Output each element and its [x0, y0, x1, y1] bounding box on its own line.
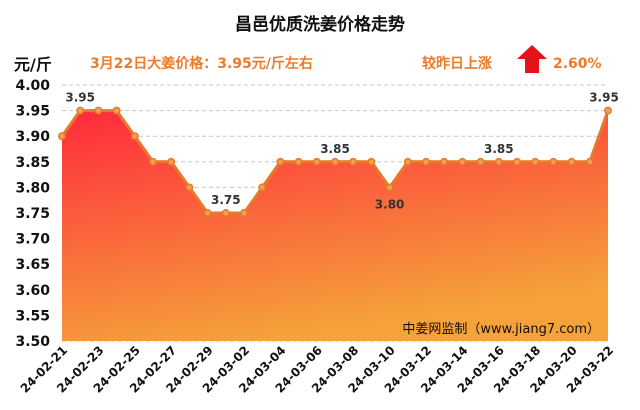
data-point [312, 157, 321, 166]
y-tick-label: 3.60 [15, 283, 50, 299]
y-tick-label: 3.75 [15, 206, 50, 222]
data-point [422, 157, 430, 166]
data-point [458, 157, 467, 166]
y-tick-label: 3.80 [15, 180, 50, 196]
data-label: 3.85 [484, 142, 514, 156]
data-label: 3.95 [589, 91, 619, 105]
y-unit-label: 元/斤 [14, 55, 52, 74]
data-point [494, 157, 503, 166]
data-point [203, 209, 212, 217]
data-labels: 3.95 3.75 3.85 3.80 3.85 3.95 [65, 91, 618, 212]
change-value: 2.60% [553, 56, 602, 72]
y-tick-label: 4.00 [15, 78, 50, 94]
data-point [604, 106, 612, 115]
data-label: 3.95 [65, 91, 95, 105]
data-point [385, 183, 394, 192]
data-point [440, 157, 449, 166]
watermark: 中姜网监制（www.jiang7.com） [402, 322, 600, 337]
data-point [112, 106, 121, 115]
data-point [58, 132, 66, 141]
data-markers [58, 106, 612, 217]
y-tick-label: 3.90 [15, 129, 50, 145]
data-point [149, 157, 157, 166]
data-point [294, 157, 303, 166]
data-point [476, 157, 485, 166]
y-tick-label: 3.65 [15, 257, 50, 273]
price-note: 3月22日大姜价格：3.95元/斤左右 [90, 55, 313, 72]
area-fill [62, 110, 608, 341]
data-point [567, 157, 576, 166]
data-label: 3.80 [375, 197, 405, 211]
data-point [585, 157, 594, 166]
change-label: 较昨日上涨 [422, 55, 492, 72]
data-point [258, 183, 267, 192]
chart-title: 昌邑优质洗姜价格走势 [235, 14, 405, 35]
up-arrow-icon [517, 45, 547, 73]
data-point [549, 157, 558, 166]
data-point [130, 132, 139, 141]
data-point [513, 157, 521, 166]
data-point [276, 157, 285, 166]
y-axis-ticks: 3.50 3.55 3.60 3.65 3.70 3.75 3.80 3.85 3.90 3.95… [15, 78, 50, 350]
x-axis-ticks: 24-02-2124-02-2324-02-2524-02-2724-02-29… [18, 343, 616, 395]
data-point [221, 209, 230, 217]
data-point [367, 157, 376, 166]
data-point [403, 157, 412, 166]
y-tick-label: 3.70 [15, 232, 50, 248]
y-tick-label: 3.85 [15, 155, 50, 171]
data-point [167, 157, 176, 166]
data-point [94, 106, 103, 115]
y-tick-label: 3.95 [15, 104, 50, 120]
y-tick-label: 3.55 [15, 308, 50, 324]
y-tick-label: 3.50 [15, 334, 50, 350]
data-label: 3.75 [211, 193, 241, 207]
data-point [185, 183, 194, 192]
data-point [331, 157, 339, 166]
data-point [531, 157, 540, 166]
data-label: 3.85 [320, 142, 350, 156]
data-point [240, 209, 248, 217]
data-point [76, 106, 85, 115]
data-point [349, 157, 358, 166]
